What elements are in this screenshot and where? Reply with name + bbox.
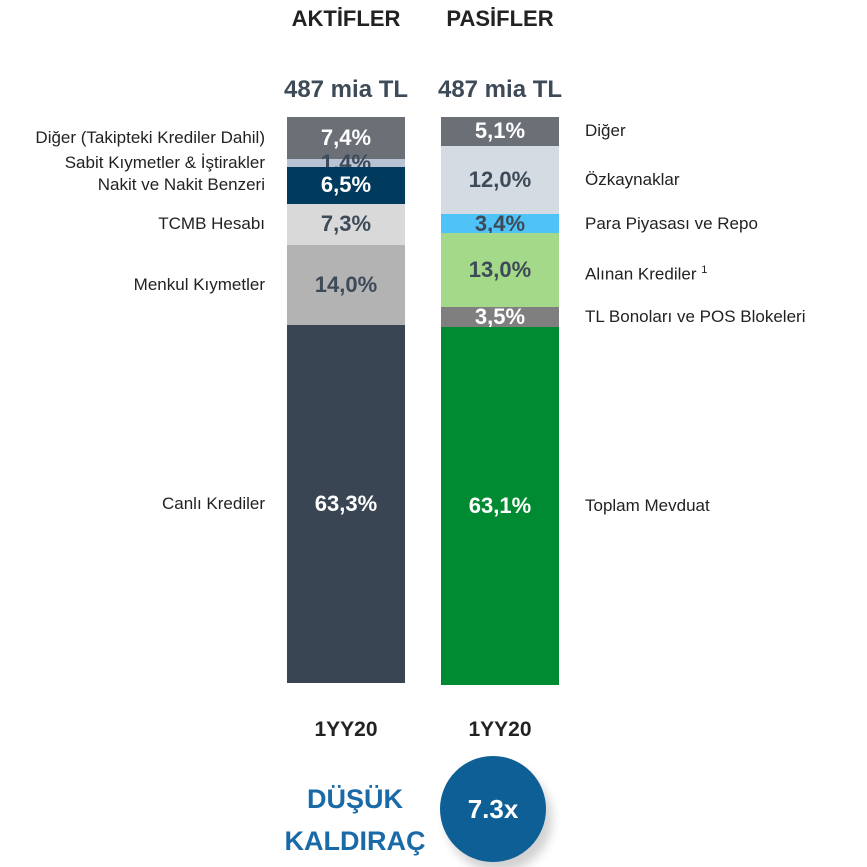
value-label: 3,5%: [474, 303, 526, 329]
value-label: 14,0%: [314, 271, 378, 297]
segment-name: Para Piyasası ve Repo: [585, 214, 865, 234]
segment-name: Canlı Krediler: [5, 494, 265, 514]
value-label: 6,5%: [320, 172, 372, 198]
value-label: 7,3%: [320, 211, 372, 237]
segment-name-text: TL Bonoları ve POS Blokeleri: [585, 306, 806, 326]
segment-name: Sabit Kıymetler & İştirakler: [5, 153, 265, 173]
bar-segment: [441, 326, 559, 685]
segment-name: Menkul Kıymetler: [5, 275, 265, 295]
bar-segment: [441, 213, 559, 234]
bar-segment: [287, 245, 405, 325]
bar-segment: [287, 203, 405, 246]
bar-header: AKTİFLER: [291, 6, 401, 31]
segment-name: Özkaynaklar: [585, 170, 865, 190]
bar-segment: [441, 145, 559, 214]
value-label: 3,4%: [474, 210, 526, 236]
segment-name-text: Sabit Kıymetler & İştirakler: [64, 152, 265, 172]
bar-segment: [441, 117, 559, 146]
segment-name: TL Bonoları ve POS Blokeleri: [585, 307, 865, 327]
segment-name: Toplam Mevduat: [585, 496, 865, 516]
segment-name: Diğer: [585, 121, 865, 141]
value-label: 12,0%: [468, 166, 532, 192]
leverage-badge: 7.3x: [440, 756, 546, 862]
segment-name-text: Özkaynaklar: [585, 169, 680, 189]
bar-segment: [441, 233, 559, 307]
segment-name-text: TCMB Hesabı: [158, 214, 265, 234]
value-label: 7,4%: [320, 124, 372, 150]
bar-segment: [287, 158, 405, 167]
bar-total: 487 mia TL: [437, 76, 563, 103]
segment-name-text: Canlı Krediler: [162, 493, 265, 513]
value-label: 63,1%: [468, 492, 532, 518]
segment-name-text: Para Piyasası ve Repo: [585, 213, 758, 233]
footnote: 1: [701, 264, 708, 277]
segment-name: Alınan Krediler 1: [585, 260, 865, 285]
bar-segment: [287, 166, 405, 204]
bar-segment: [441, 306, 559, 327]
segment-name-text: Diğer (Takipteki Krediler Dahil): [35, 127, 265, 147]
segment-name: TCMB Hesabı: [5, 214, 265, 234]
bar-period: 1YY20: [468, 718, 532, 741]
value-label: 13,0%: [468, 257, 532, 283]
segment-name-text: Toplam Mevduat: [585, 495, 710, 515]
segment-name: Nakit ve Nakit Benzeri: [5, 175, 265, 195]
segment-name-text: Alınan Krediler: [585, 264, 697, 284]
segment-name-text: Nakit ve Nakit Benzeri: [97, 175, 265, 195]
segment-name-text: Menkul Kıymetler: [133, 274, 265, 294]
bar-total: 487 mia TL: [283, 76, 409, 103]
segment-name-text: Diğer: [585, 121, 626, 141]
bar-period: 1YY20: [314, 718, 378, 741]
bar-segment: [287, 324, 405, 684]
leverage-label: DÜŞÜK KALDIRAÇ: [284, 784, 426, 856]
bar-header: PASİFLER: [446, 6, 554, 31]
bar-segment: [287, 117, 405, 159]
segment-name: Diğer (Takipteki Krediler Dahil): [5, 128, 265, 148]
value-label: 63,3%: [314, 490, 378, 516]
value-label: 5,1%: [474, 118, 526, 144]
